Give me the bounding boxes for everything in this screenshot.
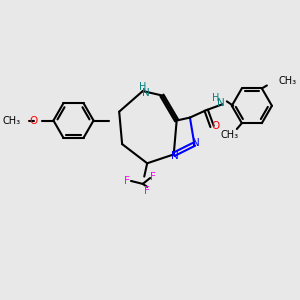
Text: N: N — [142, 88, 150, 98]
Text: F: F — [150, 172, 156, 182]
Text: O: O — [29, 116, 37, 125]
Text: N: N — [217, 98, 225, 108]
Text: N: N — [192, 138, 200, 148]
Text: CH₃: CH₃ — [278, 76, 296, 86]
Text: N: N — [171, 151, 179, 161]
Text: O: O — [212, 122, 220, 131]
Text: F: F — [144, 186, 150, 196]
Text: CH₃: CH₃ — [221, 130, 239, 140]
Text: H: H — [139, 82, 146, 92]
Text: CH₃: CH₃ — [3, 116, 21, 125]
Text: H: H — [212, 93, 219, 103]
Text: F: F — [124, 176, 130, 186]
